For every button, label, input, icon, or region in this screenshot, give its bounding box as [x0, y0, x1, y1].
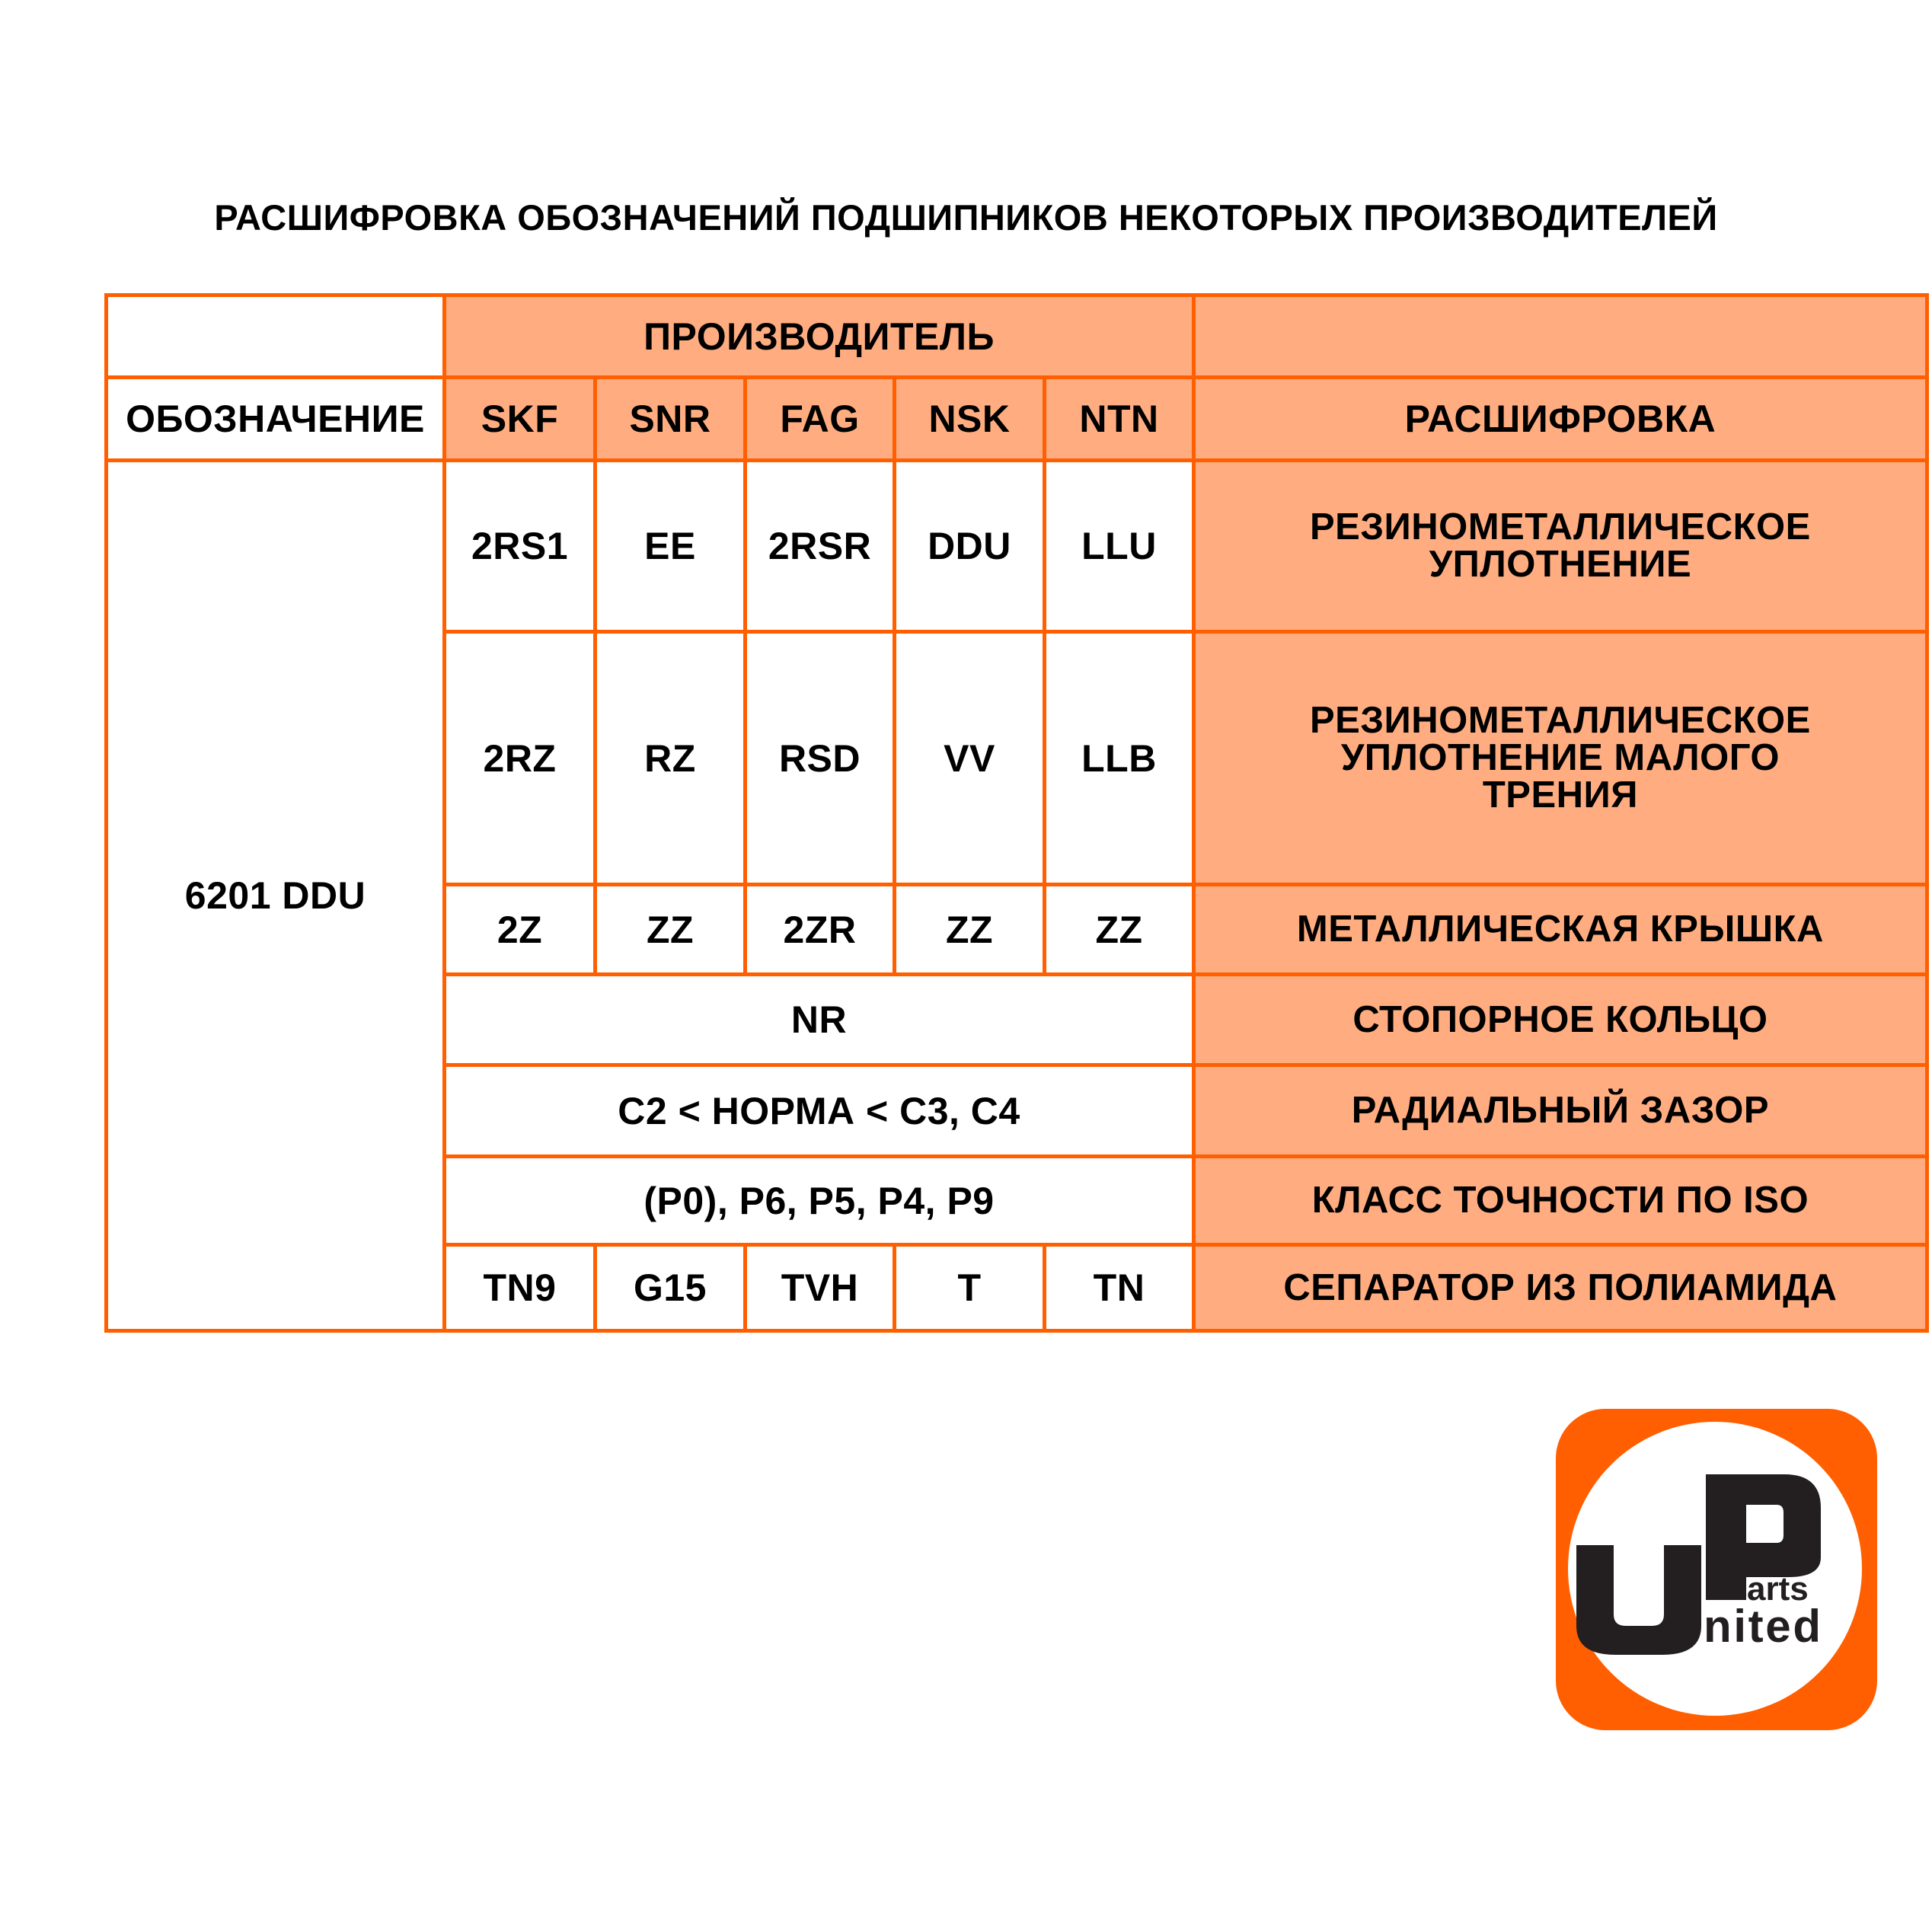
designation-value: 6201 DDU: [104, 458, 446, 1333]
decoding-cell: СЕПАРАТОР ИЗ ПОЛИАМИДА: [1192, 1243, 1929, 1333]
code-cell: RZ: [593, 630, 747, 886]
table-row: (P0), P6, P5, P4, P9 КЛАСС ТОЧНОСТИ ПО I…: [107, 1154, 1929, 1247]
table-row: TN9 G15 TVH T TN СЕПАРАТОР ИЗ ПОЛИАМИДА: [107, 1243, 1929, 1333]
code-cell: G15: [593, 1243, 747, 1333]
empty-header-cell: [1192, 293, 1929, 379]
table-row: 6201 DDU 2RS1 EE 2RSR DDU LLU РЕЗИНОМЕТА…: [104, 458, 1929, 1333]
code-cell: 2RS1: [442, 458, 597, 634]
code-cell: RSD: [743, 630, 896, 886]
manufacturer-skf: SKF: [442, 375, 597, 462]
table-row: 2RZ RZ RSD VV LLB РЕЗИНОМЕТАЛЛИЧЕСКОЕ УП…: [107, 630, 1929, 886]
code-cell: 2ZR: [743, 883, 896, 976]
logo-nited-text: nited: [1704, 1601, 1821, 1652]
parts-united-logo: arts nited: [1556, 1409, 1877, 1730]
code-cell: 2Z: [442, 883, 597, 976]
table-row: NR СТОПОРНОЕ КОЛЬЦО: [107, 972, 1929, 1067]
code-cell: T: [893, 1243, 1046, 1333]
logo-arts-text: arts: [1747, 1570, 1809, 1608]
code-cell: DDU: [893, 458, 1046, 634]
decoding-cell: РАДИАЛЬНЫЙ ЗАЗОР: [1192, 1063, 1929, 1158]
table-row: C2 < НОРМА < C3, C4 РАДИАЛЬНЫЙ ЗАЗОР: [107, 1063, 1929, 1158]
decoding-cell: СТОПОРНОЕ КОЛЬЦО: [1192, 972, 1929, 1067]
header-row-2: ОБОЗНАЧЕНИЕ SKF SNR FAG NSK NTN РАСШИФРО…: [104, 375, 1929, 462]
code-cell: ZZ: [893, 883, 1046, 976]
code-cell: TN9: [442, 1243, 597, 1333]
manufacturer-snr: SNR: [593, 375, 747, 462]
code-cell: EE: [593, 458, 747, 634]
code-cell: 2RZ: [442, 630, 597, 886]
manufacturer-header: ПРОИЗВОДИТЕЛЬ: [442, 293, 1196, 379]
table-row: 2Z ZZ 2ZR ZZ ZZ МЕТАЛЛИЧЕСКАЯ КРЫШКА: [107, 883, 1929, 976]
code-cell: TN: [1043, 1243, 1196, 1333]
bearing-designation-table: ПРОИЗВОДИТЕЛЬ ОБОЗНАЧЕНИЕ SKF SNR FAG NS…: [104, 293, 1929, 1333]
code-cell: TVH: [743, 1243, 896, 1333]
common-code-cell: NR: [442, 972, 1196, 1067]
logo-u-letter: [1576, 1545, 1701, 1655]
manufacturer-nsk: NSK: [893, 375, 1046, 462]
code-cell: LLB: [1043, 630, 1196, 886]
empty-corner-cell: [104, 293, 446, 379]
page-title: РАСШИФРОВКА ОБОЗНАЧЕНИЙ ПОДШИПНИКОВ НЕКО…: [214, 197, 1718, 238]
logo-p-letter: [1706, 1474, 1821, 1600]
decoding-cell: РЕЗИНОМЕТАЛЛИЧЕСКОЕ УПЛОТНЕНИЕ МАЛОГО ТР…: [1192, 630, 1929, 886]
header-row-1: ПРОИЗВОДИТЕЛЬ: [104, 293, 1929, 379]
decoding-header: РАСШИФРОВКА: [1192, 375, 1929, 462]
code-cell: LLU: [1043, 458, 1196, 634]
common-code-cell: (P0), P6, P5, P4, P9: [442, 1154, 1196, 1247]
code-cell: VV: [893, 630, 1046, 886]
common-code-cell: C2 < НОРМА < C3, C4: [442, 1063, 1196, 1158]
manufacturer-ntn: NTN: [1043, 375, 1196, 462]
decoding-cell: МЕТАЛЛИЧЕСКАЯ КРЫШКА: [1192, 883, 1929, 976]
decoding-cell: РЕЗИНОМЕТАЛЛИЧЕСКОЕ УПЛОТНЕНИЕ: [1192, 458, 1929, 634]
code-cell: ZZ: [1043, 883, 1196, 976]
designation-header: ОБОЗНАЧЕНИЕ: [104, 375, 446, 462]
code-cell: 2RSR: [743, 458, 896, 634]
decoding-cell: КЛАСС ТОЧНОСТИ ПО ISO: [1192, 1154, 1929, 1247]
manufacturer-fag: FAG: [743, 375, 896, 462]
code-cell: ZZ: [593, 883, 747, 976]
